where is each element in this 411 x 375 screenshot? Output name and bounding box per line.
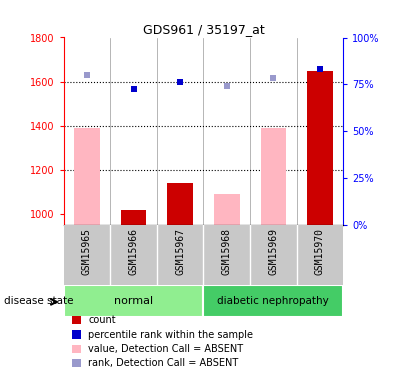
Bar xyxy=(203,285,343,317)
Text: GSM15970: GSM15970 xyxy=(315,228,325,275)
Text: count: count xyxy=(88,315,116,325)
Text: diabetic nephropathy: diabetic nephropathy xyxy=(217,296,329,306)
Bar xyxy=(307,70,333,225)
Text: value, Detection Call = ABSENT: value, Detection Call = ABSENT xyxy=(88,344,243,354)
Text: percentile rank within the sample: percentile rank within the sample xyxy=(88,330,253,339)
Text: GSM15968: GSM15968 xyxy=(222,228,232,275)
Bar xyxy=(64,285,203,317)
Text: GSM15965: GSM15965 xyxy=(82,228,92,275)
Bar xyxy=(167,183,193,225)
Bar xyxy=(214,194,240,225)
Bar xyxy=(261,128,286,225)
Text: GSM15967: GSM15967 xyxy=(175,228,185,275)
Text: disease state: disease state xyxy=(4,296,74,306)
Text: GSM15969: GSM15969 xyxy=(268,228,278,275)
Text: rank, Detection Call = ABSENT: rank, Detection Call = ABSENT xyxy=(88,358,239,368)
Title: GDS961 / 35197_at: GDS961 / 35197_at xyxy=(143,23,264,36)
Bar xyxy=(121,210,146,225)
Bar xyxy=(74,128,100,225)
Text: GSM15966: GSM15966 xyxy=(129,228,139,275)
Text: normal: normal xyxy=(114,296,153,306)
